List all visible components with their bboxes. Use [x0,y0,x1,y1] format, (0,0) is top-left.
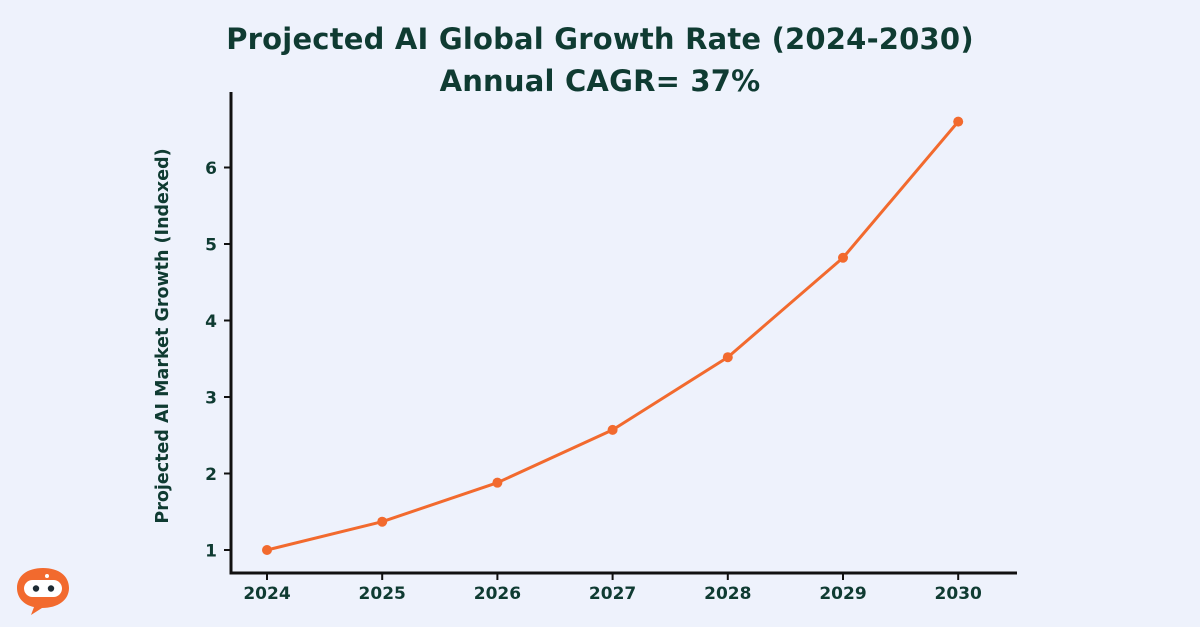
y-tick-label: 4 [205,312,217,332]
x-axis-ticks: 2024 2025 2026 2027 2028 2029 2030 [243,573,982,604]
series-line [265,120,960,552]
y-tick-label: 2 [205,465,217,485]
data-point [838,252,848,263]
data-point [262,545,272,555]
y-axis-label: Projected AI Market Growth (Indexed) [153,148,173,524]
x-tick-label: 2027 [589,584,636,604]
data-series [262,116,964,555]
chart-subtitle: Annual CAGR= 37% [439,64,761,98]
x-tick-label: 2028 [704,584,751,604]
x-tick-label: 2026 [474,584,521,604]
x-tick-label: 2030 [935,584,982,604]
data-point [953,116,964,127]
chart-title: Projected AI Global Growth Rate (2024-20… [226,22,974,56]
y-tick-label: 3 [205,389,217,409]
chart-axes [229,92,1017,575]
data-point [492,477,503,488]
data-point [377,516,388,527]
y-tick-label: 6 [205,159,217,179]
y-tick-label: 5 [205,236,217,256]
y-axis-label-container: Projected AI Market Growth (Indexed) [148,116,178,556]
data-point [722,352,733,363]
y-tick-label: 1 [205,542,217,562]
x-tick-label: 2029 [819,584,866,604]
y-axis-ticks: 1 2 3 4 5 6 [205,159,231,562]
data-point [607,424,618,435]
x-tick-label: 2024 [243,584,290,604]
mascot-logo-icon [17,568,69,615]
x-tick-label: 2025 [359,584,406,604]
